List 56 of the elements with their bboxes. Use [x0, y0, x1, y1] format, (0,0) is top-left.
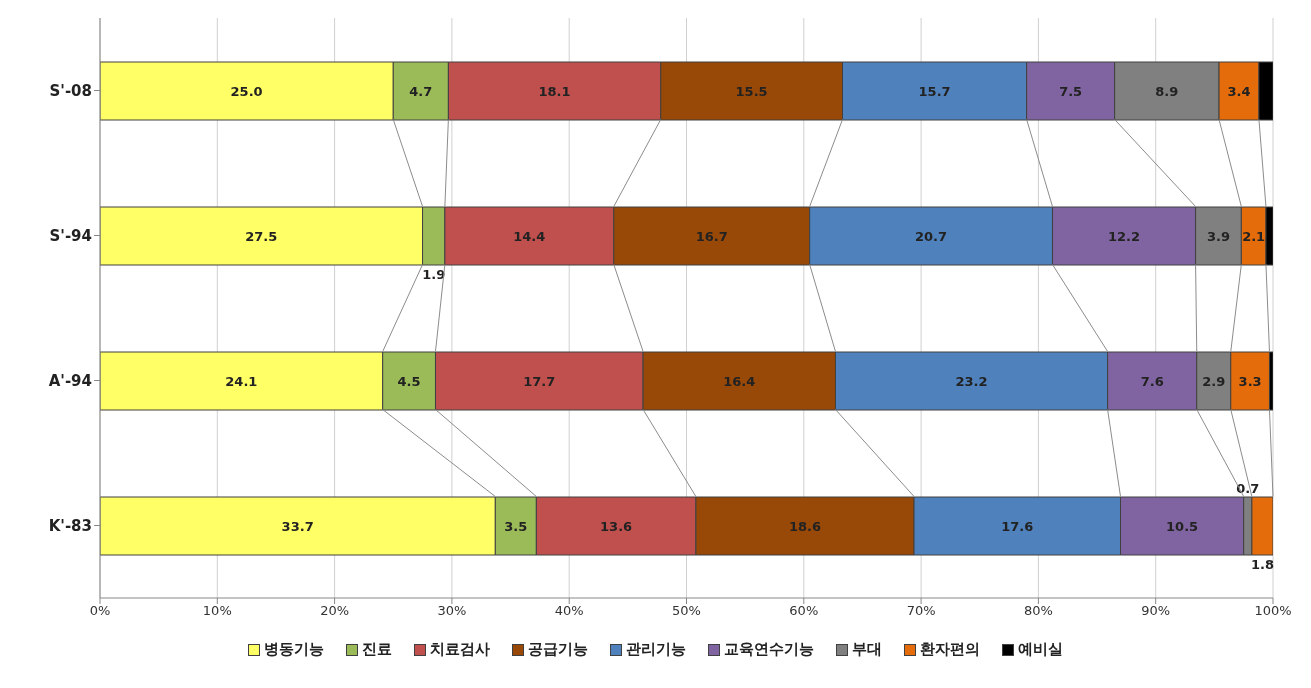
data-label: 0.7	[1236, 480, 1260, 496]
data-label: 15.5	[735, 83, 768, 99]
data-label: 18.1	[538, 83, 571, 99]
data-label: 12.2	[1107, 228, 1141, 244]
data-label: 1.9	[422, 266, 446, 282]
data-label: 3.9	[1206, 228, 1230, 244]
y-tick-label: S'-94	[49, 226, 92, 245]
legend-label: 교육연수기능	[723, 640, 814, 659]
x-tick-label: 60%	[789, 603, 819, 619]
data-label: 17.6	[1001, 518, 1034, 534]
data-label: 16.7	[695, 228, 728, 244]
legend-label: 환자편의	[919, 640, 980, 659]
x-tick-label: 30%	[437, 603, 467, 619]
y-tick-label: S'-08	[49, 81, 92, 100]
x-tick-label: 20%	[320, 603, 350, 619]
data-label: 25.0	[230, 83, 263, 99]
legend-label: 관리기능	[625, 640, 686, 659]
data-label: 16.4	[723, 373, 756, 389]
data-label: 14.4	[513, 228, 546, 244]
legend-label: 치료검사	[429, 640, 490, 659]
data-label: 3.4	[1227, 83, 1251, 99]
data-label: 1.8	[1250, 556, 1274, 572]
data-label: 7.6	[1140, 373, 1164, 389]
x-tick-label: 40%	[554, 603, 584, 619]
legend-label: 병동기능	[263, 640, 324, 659]
x-tick-label: 10%	[202, 603, 232, 619]
data-label: 23.2	[955, 373, 988, 389]
x-tick-label: 70%	[906, 603, 936, 619]
data-label: 2.9	[1202, 373, 1226, 389]
x-tick-label: 0%	[89, 603, 111, 619]
x-tick-label: 90%	[1141, 603, 1171, 619]
data-label: 33.7	[281, 518, 314, 534]
data-label: 7.5	[1059, 83, 1083, 99]
data-label: 24.1	[225, 373, 258, 389]
data-label: 20.7	[915, 228, 948, 244]
x-tick-label: 50%	[672, 603, 701, 619]
data-label: 15.7	[918, 83, 951, 99]
data-label: 4.7	[409, 83, 433, 99]
y-tick-label: K'-83	[48, 516, 92, 535]
data-label: 8.9	[1155, 83, 1179, 99]
y-tick-label: A'-94	[48, 371, 92, 390]
data-label: 2.1	[1242, 228, 1266, 244]
data-label: 18.6	[788, 518, 822, 534]
legend-label: 예비실	[1017, 640, 1063, 659]
data-label: 17.7	[523, 373, 556, 389]
data-label: 3.5	[504, 518, 528, 534]
legend-label: 부대	[851, 640, 882, 659]
data-label: 27.5	[245, 228, 278, 244]
data-label: 4.5	[397, 373, 421, 389]
x-tick-label: 80%	[1023, 603, 1053, 619]
data-label: 13.6	[600, 518, 633, 534]
data-label: 3.3	[1238, 373, 1262, 389]
x-tick-label: 100%	[1254, 603, 1292, 619]
data-label: 10.5	[1166, 518, 1199, 534]
legend-label: 공급기능	[527, 640, 588, 659]
legend-label: 진료	[361, 640, 392, 659]
